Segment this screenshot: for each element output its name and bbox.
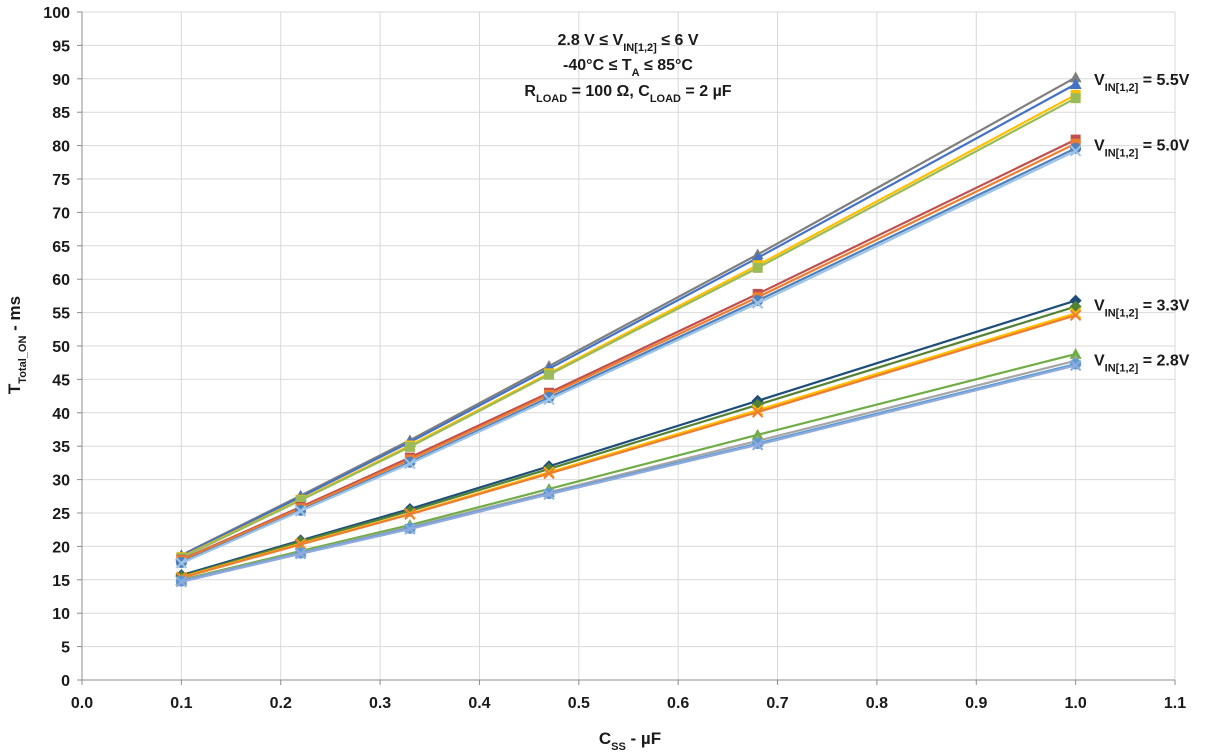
conditions-annotation: 2.8 V ≤ VIN[1,2] ≤ 6 V -40°C ≤ TA ≤ 85°C R…: [524, 32, 731, 105]
data-point-marker: [1069, 309, 1082, 321]
y-tick-label: 95: [52, 38, 70, 55]
x-tick-label: 0.2: [270, 695, 292, 712]
y-tick-label: 40: [52, 406, 70, 423]
y-tick-label: 20: [52, 539, 70, 556]
data-point-marker: [1069, 348, 1082, 359]
data-point-marker: [294, 538, 307, 551]
y-tick-label: 45: [52, 372, 70, 389]
data-point-marker: [751, 428, 764, 440]
x-tick-label: 1.1: [1164, 695, 1186, 712]
series-line: [180, 149, 1077, 565]
data-point-marker: [1069, 71, 1082, 83]
data-point-marker: [751, 297, 764, 309]
data-point-marker: [544, 369, 555, 380]
data-point-marker: [543, 488, 555, 501]
data-point-marker: [1069, 78, 1082, 89]
data-point-marker: [404, 441, 415, 452]
y-tick-label: 65: [52, 239, 70, 256]
group-label: VIN[1,2] = 2.8V: [1094, 352, 1190, 374]
y-tick-label: 100: [43, 5, 70, 22]
x-tick-label: 0.9: [965, 695, 987, 712]
x-tick-label: 0.0: [71, 695, 93, 712]
data-point-marker: [175, 557, 188, 569]
data-point-marker: [294, 505, 307, 517]
data-point-marker: [175, 576, 188, 588]
data-point-marker: [404, 457, 416, 470]
y-tick-labels: 0 5 10 15 20 25 30 35 40 45 50 55 60 65 70 75 80 85 90 95 10…: [43, 5, 70, 690]
x-tick-label: 0.8: [866, 695, 888, 712]
data-point-marker: [404, 523, 416, 535]
series-line: [180, 138, 1077, 561]
x-tick-labels: 0.0 0.1 0.2 0.3 0.4 0.5 0.6 0.7 0.8 0.9 1.0 1.1: [71, 695, 1186, 712]
series-line: [180, 97, 1077, 559]
y-tick-label: 15: [52, 573, 70, 590]
y-tick-label: 30: [52, 473, 70, 490]
y-tick-label: 70: [52, 205, 70, 222]
y-tick-label: 50: [52, 339, 70, 356]
x-tick-label: 0.4: [468, 695, 490, 712]
y-tick-label: 55: [52, 306, 70, 323]
series-line: [180, 142, 1077, 562]
y-tick-label: 60: [52, 272, 70, 289]
data-point-marker: [751, 251, 764, 263]
group-label: VIN[1,2] = 5.5V: [1094, 72, 1190, 94]
y-axis-title: TTotal_ON - ms: [5, 296, 29, 394]
series-line: [181, 305, 1076, 578]
series-line: [181, 364, 1076, 583]
annotation-line: 2.8 V ≤ VIN[1,2] ≤ 6 V: [557, 32, 698, 54]
gridlines: [82, 11, 1176, 680]
data-point-marker: [751, 406, 764, 418]
group-label: VIN[1,2] = 3.3V: [1094, 298, 1190, 320]
data-point-marker: [1070, 142, 1082, 154]
data-point-marker: [1069, 359, 1082, 372]
x-tick-label: 0.3: [369, 695, 391, 712]
y-tick-label: 0: [61, 673, 70, 690]
series-16: [175, 359, 1082, 588]
data-point-marker: [543, 467, 555, 480]
x-axis-title: CSS - µF: [599, 729, 661, 753]
data-point-marker: [1069, 145, 1082, 157]
y-tick-label: 80: [52, 139, 70, 156]
annotation-line: RLOAD = 100 Ω, CLOAD = 2 µF: [524, 83, 731, 105]
data-series: [175, 71, 1082, 588]
data-point-marker: [1069, 294, 1082, 307]
axes: [77, 11, 1176, 685]
x-tick-label: 0.7: [766, 695, 788, 712]
x-tick-label: 0.5: [568, 695, 590, 712]
x-tick-label: 0.1: [170, 695, 192, 712]
x-tick-label: 0.6: [667, 695, 689, 712]
data-point-marker: [295, 495, 306, 506]
series-line: [181, 314, 1076, 579]
series-line: [180, 83, 1077, 557]
y-tick-label: 85: [52, 105, 70, 122]
data-point-marker: [543, 393, 555, 406]
x-tick-label: 1.0: [1065, 695, 1087, 712]
series-8: [175, 145, 1082, 569]
y-tick-label: 5: [61, 640, 70, 657]
annotation-line: -40°C ≤ TA ≤ 85°C: [563, 57, 693, 79]
data-point-marker: [751, 439, 764, 451]
series-line: [181, 299, 1076, 577]
y-tick-label: 35: [52, 439, 70, 456]
group-labels: VIN[1,2] = 5.5V VIN[1,2] = 5.0V VIN[1,2] =…: [1094, 72, 1190, 374]
data-point-marker: [294, 548, 307, 560]
series-line: [181, 352, 1076, 581]
group-label: VIN[1,2] = 5.0V: [1094, 137, 1190, 159]
data-point-marker: [752, 262, 763, 273]
data-point-marker: [404, 508, 416, 521]
y-tick-label: 25: [52, 506, 70, 523]
data-point-marker: [1070, 93, 1081, 104]
y-tick-label: 10: [52, 606, 70, 623]
y-tick-label: 75: [52, 172, 70, 189]
y-tick-label: 90: [52, 72, 70, 89]
